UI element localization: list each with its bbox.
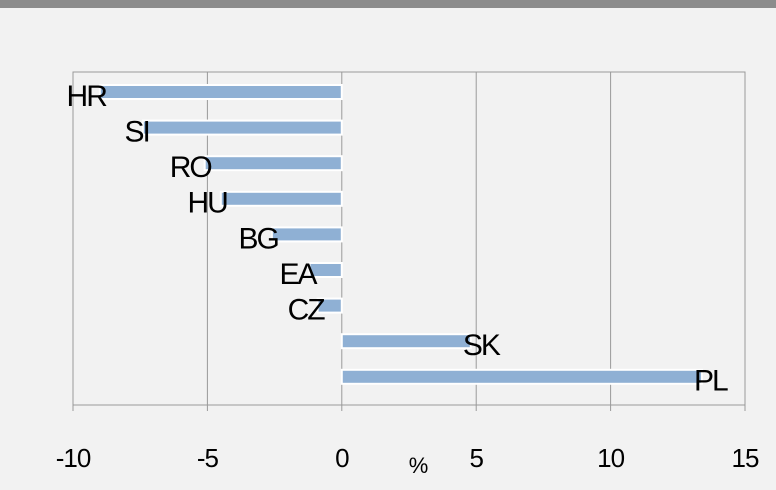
category-label: SK — [463, 329, 501, 362]
bar — [316, 297, 343, 314]
bar — [308, 262, 343, 278]
category-label: BG — [239, 222, 279, 255]
category-label: SI — [125, 116, 149, 149]
category-label: RO — [170, 151, 212, 184]
x-tick-label: 10 — [597, 443, 624, 473]
x-axis-label: % — [409, 453, 428, 478]
header-band — [0, 0, 776, 8]
bar — [340, 333, 472, 350]
category-label: PL — [694, 365, 728, 398]
category-label: HR — [67, 80, 108, 113]
category-label: CZ — [288, 294, 326, 327]
x-tick-label: 5 — [469, 443, 483, 473]
bar — [203, 155, 343, 172]
bar — [340, 368, 703, 385]
x-tick-label: 15 — [732, 443, 759, 473]
bar — [141, 119, 343, 136]
x-tick-label: 0 — [335, 443, 349, 473]
bar — [219, 190, 343, 207]
category-label: HU — [187, 187, 227, 220]
x-tick-label: -10 — [56, 443, 91, 473]
category-label: EA — [280, 258, 318, 291]
bar — [98, 84, 343, 100]
x-tick-label: -5 — [197, 443, 219, 473]
bar — [270, 226, 343, 243]
